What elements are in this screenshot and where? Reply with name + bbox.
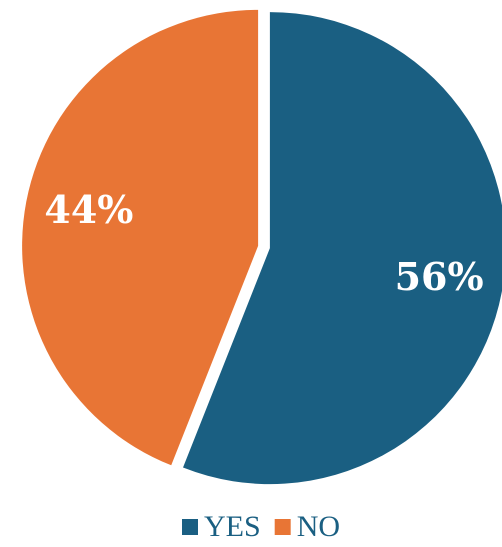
pie-slice — [183, 12, 502, 485]
data-label: 56% — [395, 254, 484, 299]
data-label: 44% — [44, 187, 133, 232]
legend-swatch — [274, 519, 291, 535]
pie-slice — [22, 9, 259, 466]
legend-swatch — [182, 519, 198, 535]
legend-label: NO — [297, 510, 340, 543]
legend-label: YES — [204, 510, 261, 543]
